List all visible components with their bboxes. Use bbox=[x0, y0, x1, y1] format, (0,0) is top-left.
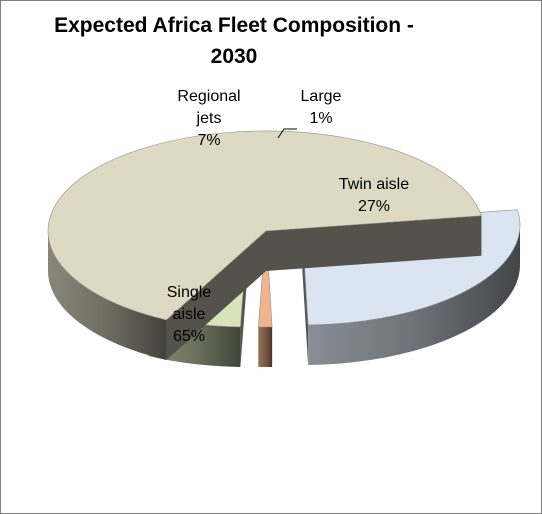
pie-slice-single-aisle-rim bbox=[48, 231, 167, 360]
data-label-twin-aisle-line: Twin aisle bbox=[339, 176, 409, 193]
chart-title-line-1: Expected Africa Fleet Composition - bbox=[54, 14, 414, 37]
leader-line-large bbox=[277, 128, 297, 139]
data-label-large: Large 1% bbox=[301, 88, 342, 127]
data-label-regional-jets-line: 7% bbox=[197, 132, 220, 149]
pie-slice-large-rim bbox=[258, 326, 273, 367]
data-label-large-line: 1% bbox=[309, 110, 332, 127]
pie-slice-single-aisle bbox=[47, 130, 482, 360]
data-label-single-aisle-line: Single bbox=[167, 284, 212, 301]
data-label-single-aisle-line: 65% bbox=[173, 328, 205, 345]
chart-title-line-2: 2030 bbox=[210, 45, 258, 68]
pie-slice-large-top bbox=[258, 226, 273, 328]
pie-slice-single-aisle-top bbox=[47, 130, 482, 321]
data-label-twin-aisle-line: 27% bbox=[358, 198, 390, 215]
data-label-large-line: Large bbox=[301, 88, 342, 105]
pie-slice-single-aisle-wall bbox=[266, 215, 482, 271]
data-label-regional-jets-line: Regional bbox=[177, 88, 240, 105]
data-label-single-aisle: Single aisle 65% bbox=[167, 284, 212, 345]
data-label-regional-jets-line: jets bbox=[196, 110, 222, 127]
pie-slice-single-aisle-wall bbox=[166, 231, 266, 360]
data-label-single-aisle-line: aisle bbox=[173, 306, 206, 323]
data-label-regional-jets: Regional jets 7% bbox=[177, 88, 240, 149]
pie-slice-twin-aisle-rim bbox=[308, 225, 520, 365]
data-label-twin-aisle: Twin aisle 27% bbox=[339, 176, 409, 215]
